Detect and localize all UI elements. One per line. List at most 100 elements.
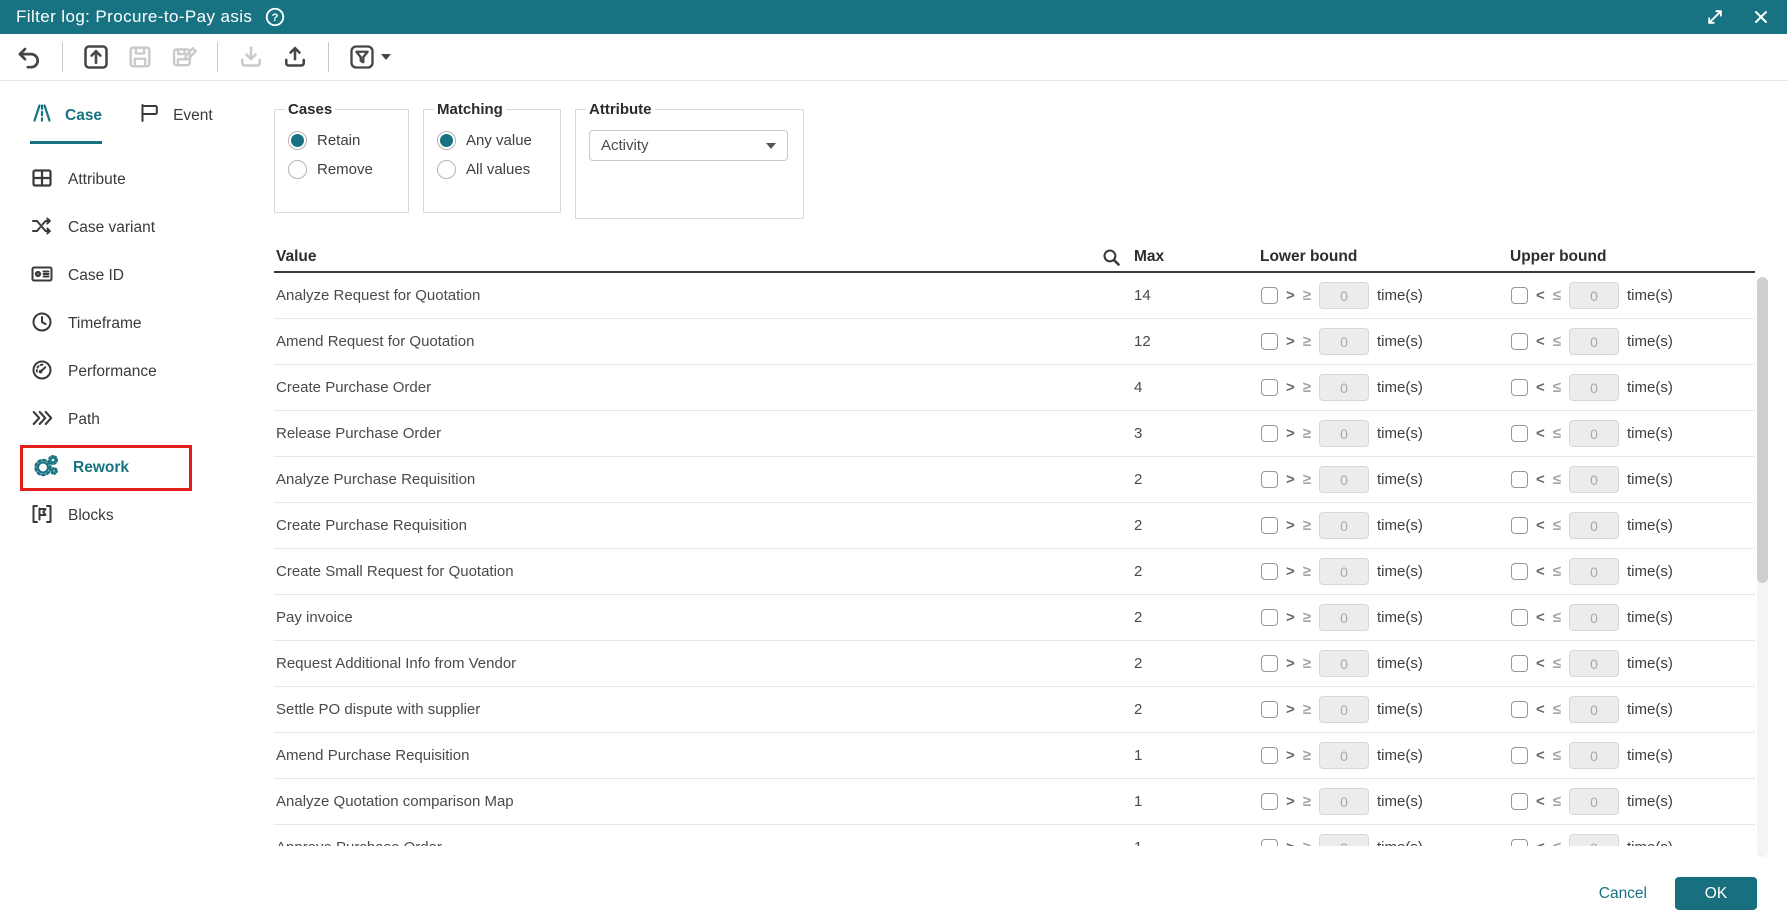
upper-inclusive-symbol[interactable]: ≤ (1552, 471, 1561, 488)
close-icon[interactable] (1751, 7, 1771, 27)
sidebar-item-case-id[interactable]: Case ID (30, 252, 274, 300)
upper-bound-input[interactable] (1569, 282, 1619, 309)
lower-inclusive-symbol[interactable]: ≥ (1302, 471, 1311, 488)
lower-strict-symbol[interactable]: > (1286, 839, 1295, 846)
lower-bound-input[interactable] (1319, 374, 1369, 401)
sidebar-item-case-variant[interactable]: Case variant (30, 204, 274, 252)
upper-strict-symbol[interactable]: < (1536, 333, 1545, 350)
upper-inclusive-symbol[interactable]: ≤ (1552, 747, 1561, 764)
upper-bound-checkbox[interactable] (1511, 655, 1528, 672)
upper-inclusive-symbol[interactable]: ≤ (1552, 517, 1561, 534)
upper-bound-checkbox[interactable] (1511, 793, 1528, 810)
lower-strict-symbol[interactable]: > (1286, 425, 1295, 442)
radio-all-values[interactable]: All values (437, 160, 547, 179)
lower-inclusive-symbol[interactable]: ≥ (1303, 839, 1311, 846)
tab-event[interactable]: Event (138, 101, 213, 144)
upper-bound-checkbox[interactable] (1511, 747, 1528, 764)
lower-inclusive-symbol[interactable]: ≥ (1302, 701, 1311, 718)
lower-strict-symbol[interactable]: > (1286, 609, 1295, 626)
lower-inclusive-symbol[interactable]: ≥ (1302, 333, 1311, 350)
lower-bound-checkbox[interactable] (1261, 793, 1278, 810)
upload-button[interactable] (279, 41, 311, 73)
upper-strict-symbol[interactable]: < (1536, 379, 1545, 396)
filter-menu-button[interactable] (346, 41, 393, 73)
upper-bound-checkbox[interactable] (1511, 379, 1528, 396)
upper-bound-input[interactable] (1569, 558, 1619, 585)
lower-inclusive-symbol[interactable]: ≥ (1302, 425, 1311, 442)
import-button[interactable] (80, 41, 112, 73)
search-icon[interactable] (1101, 247, 1122, 268)
upper-bound-checkbox[interactable] (1511, 609, 1528, 626)
lower-strict-symbol[interactable]: > (1286, 287, 1295, 304)
upper-strict-symbol[interactable]: < (1536, 609, 1545, 626)
lower-bound-input[interactable] (1319, 558, 1369, 585)
upper-bound-checkbox[interactable] (1511, 701, 1528, 718)
lower-strict-symbol[interactable]: > (1286, 701, 1295, 718)
lower-strict-symbol[interactable]: > (1286, 471, 1295, 488)
expand-icon[interactable] (1705, 7, 1725, 27)
upper-inclusive-symbol[interactable]: ≤ (1552, 563, 1561, 580)
upper-bound-input[interactable] (1569, 604, 1619, 631)
lower-bound-checkbox[interactable] (1261, 747, 1278, 764)
lower-strict-symbol[interactable]: > (1286, 333, 1295, 350)
upper-bound-checkbox[interactable] (1511, 839, 1528, 846)
upper-bound-input[interactable] (1569, 696, 1619, 723)
upper-inclusive-symbol[interactable]: ≤ (1552, 655, 1561, 672)
tab-case[interactable]: Case (30, 101, 103, 144)
sidebar-item-performance[interactable]: Performance (30, 348, 274, 396)
upper-inclusive-symbol[interactable]: ≤ (1552, 287, 1561, 304)
undo-button[interactable] (14, 42, 45, 73)
upper-bound-checkbox[interactable] (1511, 333, 1528, 350)
upper-strict-symbol[interactable]: < (1536, 287, 1545, 304)
upper-bound-checkbox[interactable] (1511, 563, 1528, 580)
upper-bound-input[interactable] (1569, 420, 1619, 447)
sidebar-item-timeframe[interactable]: Timeframe (30, 300, 274, 348)
lower-bound-checkbox[interactable] (1261, 333, 1278, 350)
upper-inclusive-symbol[interactable]: ≤ (1552, 379, 1561, 396)
upper-bound-input[interactable] (1569, 834, 1619, 846)
lower-inclusive-symbol[interactable]: ≥ (1302, 609, 1311, 626)
upper-strict-symbol[interactable]: < (1536, 517, 1545, 534)
upper-inclusive-symbol[interactable]: ≤ (1553, 839, 1561, 846)
radio-any-value[interactable]: Any value (437, 131, 547, 150)
upper-inclusive-symbol[interactable]: ≤ (1552, 701, 1561, 718)
lower-bound-input[interactable] (1319, 282, 1369, 309)
lower-bound-input[interactable] (1319, 420, 1369, 447)
upper-bound-input[interactable] (1569, 650, 1619, 677)
lower-strict-symbol[interactable]: > (1286, 793, 1295, 810)
upper-bound-input[interactable] (1569, 328, 1619, 355)
ok-button[interactable]: OK (1675, 877, 1757, 910)
lower-inclusive-symbol[interactable]: ≥ (1302, 563, 1311, 580)
scrollbar-thumb[interactable] (1757, 277, 1768, 583)
lower-bound-checkbox[interactable] (1261, 609, 1278, 626)
upper-bound-checkbox[interactable] (1511, 471, 1528, 488)
upper-strict-symbol[interactable]: < (1536, 655, 1545, 672)
lower-bound-input[interactable] (1319, 512, 1369, 539)
lower-bound-checkbox[interactable] (1261, 425, 1278, 442)
lower-inclusive-symbol[interactable]: ≥ (1302, 655, 1311, 672)
lower-inclusive-symbol[interactable]: ≥ (1302, 747, 1311, 764)
upper-bound-input[interactable] (1569, 788, 1619, 815)
all-values-radio-button[interactable] (437, 160, 456, 179)
radio-retain[interactable]: Retain (288, 131, 395, 150)
lower-bound-checkbox[interactable] (1261, 379, 1278, 396)
lower-inclusive-symbol[interactable]: ≥ (1302, 287, 1311, 304)
lower-bound-checkbox[interactable] (1261, 839, 1278, 846)
radio-remove[interactable]: Remove (288, 160, 395, 179)
upper-strict-symbol[interactable]: < (1536, 747, 1545, 764)
retain-radio-button[interactable] (288, 131, 307, 150)
lower-inclusive-symbol[interactable]: ≥ (1302, 793, 1311, 810)
upper-strict-symbol[interactable]: < (1536, 425, 1545, 442)
lower-bound-input[interactable] (1319, 788, 1369, 815)
lower-bound-input[interactable] (1319, 650, 1369, 677)
any-value-radio-button[interactable] (437, 131, 456, 150)
remove-radio-button[interactable] (288, 160, 307, 179)
lower-bound-input[interactable] (1319, 466, 1369, 493)
lower-bound-checkbox[interactable] (1261, 655, 1278, 672)
sidebar-item-blocks[interactable]: Blocks (30, 492, 274, 540)
upper-bound-checkbox[interactable] (1511, 287, 1528, 304)
lower-bound-checkbox[interactable] (1261, 563, 1278, 580)
lower-bound-checkbox[interactable] (1261, 287, 1278, 304)
sidebar-item-attribute[interactable]: Attribute (30, 156, 274, 204)
upper-inclusive-symbol[interactable]: ≤ (1552, 609, 1561, 626)
